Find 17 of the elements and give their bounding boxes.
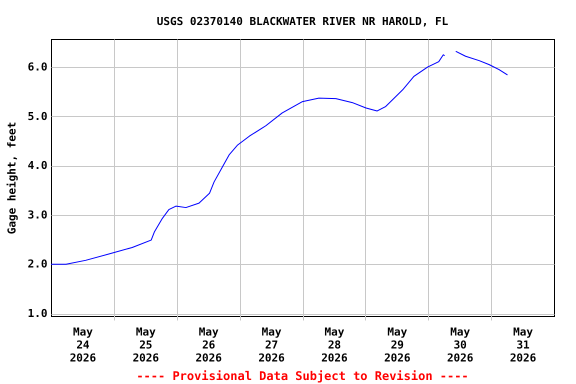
x-tick-label: May 29 2026 [384, 326, 411, 364]
y-tick-label: 4.0 [28, 159, 48, 172]
x-tick-label: May 28 2026 [321, 326, 348, 364]
y-tick-label: 5.0 [28, 110, 48, 123]
x-tick-label: May 25 2026 [132, 326, 160, 364]
y-axis-title: Gage height, feet [6, 122, 19, 234]
x-tick-label: May 26 2026 [195, 326, 222, 364]
x-tick-label: May 31 2026 [510, 326, 537, 364]
x-tick-label: May 27 2026 [258, 326, 286, 364]
chart-title: USGS 02370140 BLACKWATER RIVER NR HAROLD, FL [156, 15, 449, 28]
x-tick-label: May 30 2026 [446, 326, 474, 364]
y-tick-label: 3.0 [28, 208, 48, 222]
y-tick-label: 1.0 [28, 307, 48, 320]
y-tick-label: 6.0 [28, 60, 48, 74]
text: ---- Provisional Data Subject to Revision ---- [136, 369, 469, 383]
y-tick-label: 2.0 [28, 258, 48, 271]
x-tick-label: May 24 2026 [70, 326, 97, 364]
